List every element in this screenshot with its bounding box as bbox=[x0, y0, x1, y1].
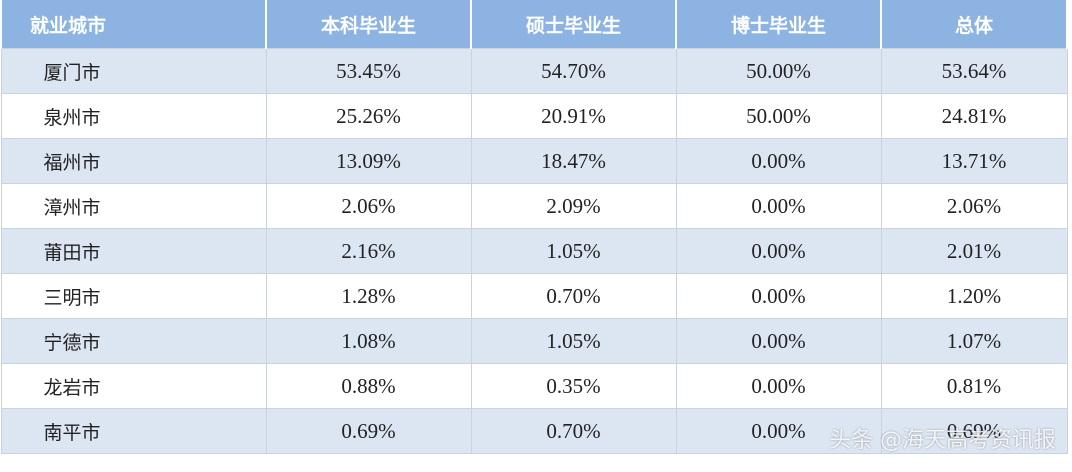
table-row: 厦门市 53.45% 54.70% 50.00% 53.64% bbox=[0, 48, 1068, 94]
value-cell: 24.81% bbox=[880, 93, 1068, 139]
city-cell: 莆田市 bbox=[0, 228, 267, 274]
value-cell: 0.70% bbox=[470, 273, 677, 319]
value-cell: 50.00% bbox=[675, 93, 882, 139]
value-cell: 0.81% bbox=[880, 363, 1068, 409]
value-cell: 1.07% bbox=[880, 318, 1068, 364]
value-cell: 2.06% bbox=[880, 183, 1068, 229]
city-cell: 宁德市 bbox=[0, 318, 267, 364]
value-cell: 13.71% bbox=[880, 138, 1068, 184]
column-header: 总体 bbox=[880, 0, 1068, 49]
value-cell: 2.01% bbox=[880, 228, 1068, 274]
value-cell: 0.70% bbox=[470, 408, 677, 454]
value-cell: 1.05% bbox=[470, 318, 677, 364]
city-cell: 福州市 bbox=[0, 138, 267, 184]
value-cell: 2.09% bbox=[470, 183, 677, 229]
value-cell: 0.88% bbox=[265, 363, 472, 409]
table-body: 厦门市 53.45% 54.70% 50.00% 53.64% 泉州市 25.26% 20.9… bbox=[0, 48, 1068, 454]
value-cell: 1.05% bbox=[470, 228, 677, 274]
city-cell: 漳州市 bbox=[0, 183, 267, 229]
value-cell: 2.16% bbox=[265, 228, 472, 274]
value-cell: 0.69% bbox=[880, 408, 1068, 454]
city-cell: 南平市 bbox=[0, 408, 267, 454]
column-header: 就业城市 bbox=[0, 0, 267, 49]
value-cell: 0.00% bbox=[675, 408, 882, 454]
value-cell: 13.09% bbox=[265, 138, 472, 184]
city-cell: 厦门市 bbox=[0, 48, 267, 94]
value-cell: 18.47% bbox=[470, 138, 677, 184]
value-cell: 54.70% bbox=[470, 48, 677, 94]
value-cell: 0.69% bbox=[265, 408, 472, 454]
value-cell: 1.08% bbox=[265, 318, 472, 364]
city-cell: 龙岩市 bbox=[0, 363, 267, 409]
value-cell: 0.00% bbox=[675, 273, 882, 319]
column-header: 博士毕业生 bbox=[675, 0, 882, 49]
city-cell: 三明市 bbox=[0, 273, 267, 319]
value-cell: 0.00% bbox=[675, 183, 882, 229]
table-row: 三明市 1.28% 0.70% 0.00% 1.20% bbox=[0, 273, 1068, 319]
value-cell: 2.06% bbox=[265, 183, 472, 229]
value-cell: 1.20% bbox=[880, 273, 1068, 319]
city-cell: 泉州市 bbox=[0, 93, 267, 139]
header-row: 就业城市 本科毕业生 硕士毕业生 博士毕业生 总体 bbox=[0, 0, 1068, 49]
value-cell: 0.35% bbox=[470, 363, 677, 409]
data-table: 就业城市 本科毕业生 硕士毕业生 博士毕业生 总体 厦门市 53.45% 54.70% 50.… bbox=[0, 0, 1068, 454]
column-header: 本科毕业生 bbox=[265, 0, 472, 49]
value-cell: 53.45% bbox=[265, 48, 472, 94]
watermark: 头条 @海天高考资讯报 bbox=[829, 428, 1056, 453]
value-cell: 20.91% bbox=[470, 93, 677, 139]
column-header: 硕士毕业生 bbox=[470, 0, 677, 49]
value-cell: 25.26% bbox=[265, 93, 472, 139]
value-cell: 0.00% bbox=[675, 363, 882, 409]
table-row: 福州市 13.09% 18.47% 0.00% 13.71% bbox=[0, 138, 1068, 184]
value-cell: 50.00% bbox=[675, 48, 882, 94]
table-row: 南平市 0.69% 0.70% 0.00% 0.69% bbox=[0, 408, 1068, 454]
value-cell: 0.00% bbox=[675, 228, 882, 274]
table-row: 莆田市 2.16% 1.05% 0.00% 2.01% bbox=[0, 228, 1068, 274]
table-row: 泉州市 25.26% 20.91% 50.00% 24.81% bbox=[0, 93, 1068, 139]
table-row: 龙岩市 0.88% 0.35% 0.00% 0.81% bbox=[0, 363, 1068, 409]
value-cell: 1.28% bbox=[265, 273, 472, 319]
value-cell: 0.00% bbox=[675, 138, 882, 184]
table-row: 宁德市 1.08% 1.05% 0.00% 1.07% bbox=[0, 318, 1068, 364]
value-cell: 0.00% bbox=[675, 318, 882, 364]
value-cell: 53.64% bbox=[880, 48, 1068, 94]
table-row: 漳州市 2.06% 2.09% 0.00% 2.06% bbox=[0, 183, 1068, 229]
